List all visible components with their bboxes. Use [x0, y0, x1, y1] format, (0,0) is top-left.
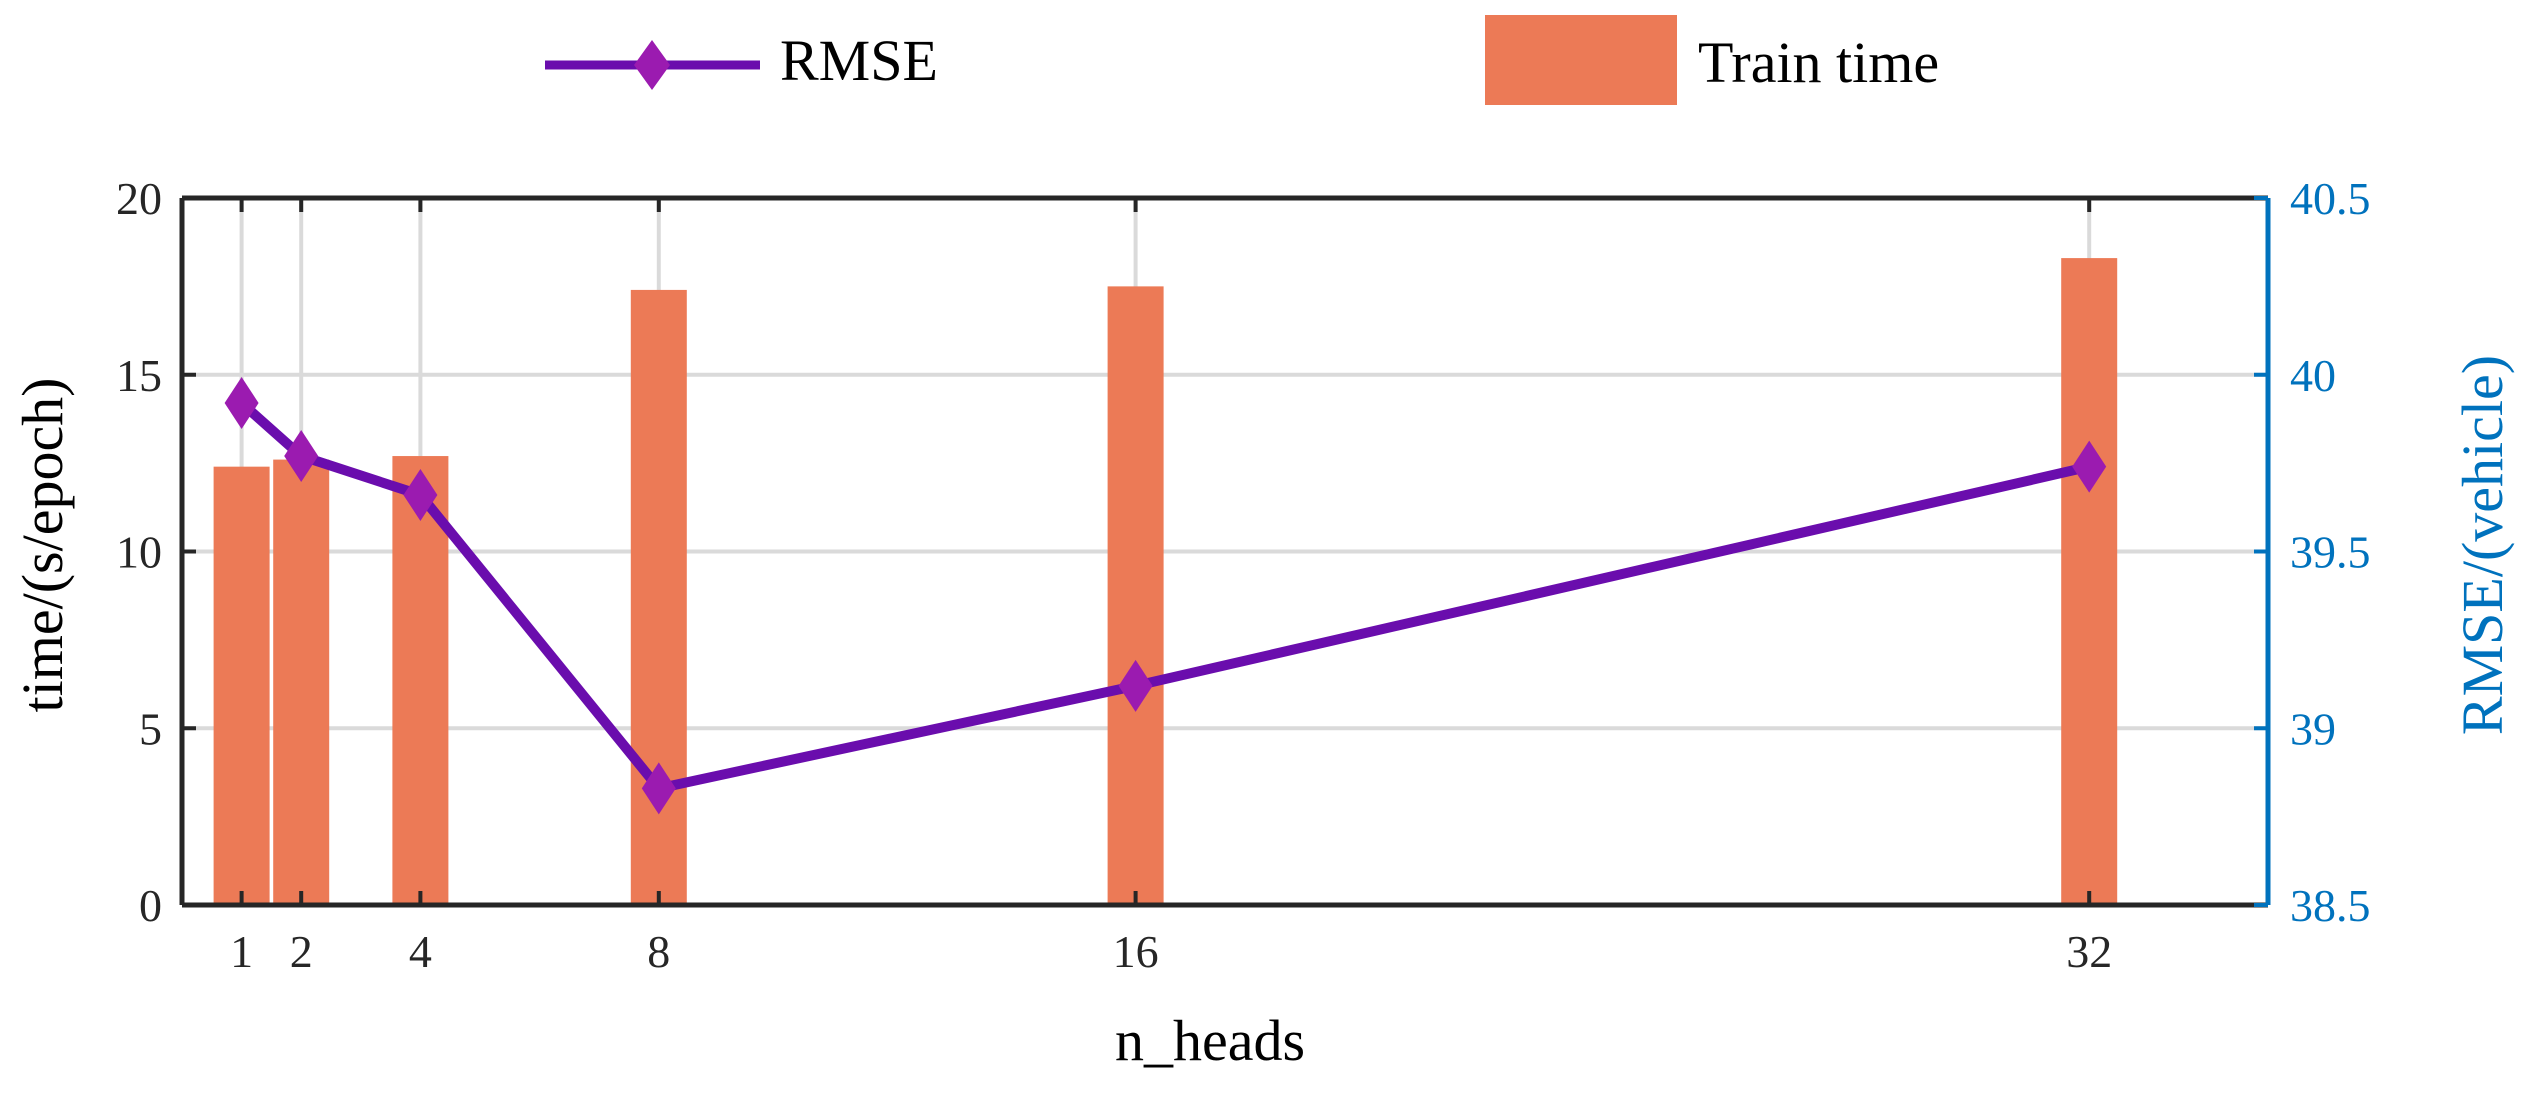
left-y-tick-label: 0	[139, 880, 162, 931]
x-tick-label: 1	[230, 926, 253, 977]
rmse-point	[224, 377, 259, 430]
left-y-axis-label: time/(s/epoch)	[10, 377, 75, 712]
rmse-point	[2072, 440, 2107, 493]
legend-train-time-swatch	[1485, 15, 1677, 105]
train-time-bar	[392, 456, 449, 905]
right-y-axis-label: RMSE/(vehicle)	[2450, 355, 2515, 735]
x-tick-label: 2	[290, 926, 313, 977]
right-y-axis-ticks: 38.5 39 39.5 40 40.5	[2254, 173, 2371, 931]
train-time-bar	[273, 459, 330, 905]
left-y-axis-ticks: 0 5 10 15 20	[116, 173, 196, 931]
train-time-bar	[1107, 286, 1164, 905]
train-time-bars	[213, 258, 2118, 906]
x-axis-label: n_heads	[1115, 1008, 1305, 1073]
grid-lines	[182, 198, 2268, 905]
rmse-point	[641, 762, 676, 815]
train-time-bar	[213, 466, 270, 905]
rmse-point	[1118, 659, 1153, 712]
rmse-point	[284, 430, 319, 483]
left-y-tick-label: 15	[116, 350, 162, 401]
train-time-bar	[2061, 258, 2118, 906]
left-y-tick-label: 10	[116, 527, 162, 578]
right-y-tick-label: 39	[2290, 703, 2336, 754]
right-y-tick-label: 38.5	[2290, 880, 2371, 931]
rmse-line-series	[224, 377, 2107, 815]
x-axis-ticks: 1 2 4 8 16 32	[230, 198, 2112, 977]
legend-rmse-marker	[634, 40, 670, 90]
x-tick-label: 8	[647, 926, 670, 977]
legend: RMSE Train time	[545, 15, 1939, 105]
x-tick-label: 16	[1113, 926, 1159, 977]
right-y-tick-label: 39.5	[2290, 527, 2371, 578]
left-y-tick-label: 5	[139, 703, 162, 754]
right-y-tick-label: 40	[2290, 350, 2336, 401]
left-y-tick-label: 20	[116, 173, 162, 224]
legend-train-time-label: Train time	[1698, 30, 1939, 95]
x-tick-label: 32	[2066, 926, 2112, 977]
right-y-tick-label: 40.5	[2290, 173, 2371, 224]
rmse-point	[403, 468, 438, 521]
legend-rmse-label: RMSE	[780, 28, 938, 93]
x-tick-label: 4	[409, 926, 432, 977]
rmse-line	[238, 399, 2091, 794]
